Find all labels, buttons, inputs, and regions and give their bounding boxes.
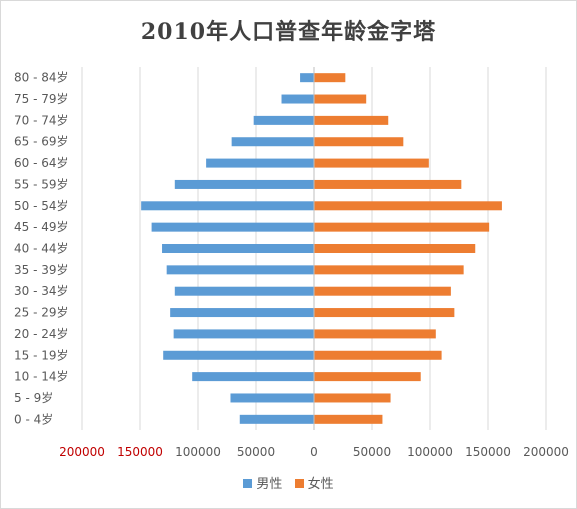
x-tick-label: 0 (310, 445, 318, 459)
bar-female (314, 372, 421, 382)
x-tick-label: 100000 (175, 445, 221, 459)
bar-female (314, 158, 429, 168)
legend-label-female: 女性 (307, 477, 334, 492)
bar-male (253, 115, 314, 125)
bar-male (300, 73, 314, 83)
x-tick-label: 50000 (237, 445, 275, 459)
bar-female (314, 137, 404, 147)
bar-female (314, 94, 367, 104)
bar-female (314, 179, 462, 189)
category-label: 60 - 64岁 (14, 155, 69, 170)
category-label: 55 - 59岁 (14, 176, 69, 191)
category-label: 65 - 69岁 (14, 134, 69, 149)
bar-female (314, 329, 436, 339)
bar-male (239, 414, 314, 424)
x-tick-label: 150000 (465, 445, 511, 459)
legend-swatch-female (294, 479, 304, 488)
chart-title: 2010年人口普查年龄金字塔 (140, 19, 437, 45)
bar-male (231, 137, 314, 147)
bar-male (170, 308, 314, 318)
category-label: 20 - 24岁 (14, 326, 69, 341)
bar-male (151, 222, 314, 232)
bar-male (174, 286, 314, 296)
bar-male (141, 201, 314, 211)
bar-female (314, 115, 389, 125)
legend-item-female: 女性 (294, 473, 334, 492)
x-tick-label: 200000 (523, 445, 569, 459)
bar-female (314, 73, 346, 83)
bar-female (314, 350, 442, 360)
category-label: 70 - 74岁 (14, 112, 69, 127)
legend-item-male: 男性 (243, 473, 282, 492)
bar-female (314, 222, 490, 232)
bar-female (314, 393, 391, 403)
bar-male (162, 244, 314, 253)
bar-female (314, 286, 451, 296)
category-label: 15 - 19岁 (14, 347, 69, 362)
category-label: 35 - 39岁 (14, 262, 69, 277)
bar-female (314, 265, 464, 275)
category-label: 50 - 54岁 (14, 198, 69, 213)
bar-male (163, 350, 314, 360)
bar-male (281, 94, 314, 104)
legend-swatch-male (243, 479, 253, 488)
category-label: 80 - 84岁 (14, 70, 69, 85)
x-tick-label: 50000 (353, 445, 391, 459)
bar-female (314, 244, 476, 253)
category-label: 5 - 9岁 (14, 390, 53, 405)
category-label: 75 - 79岁 (14, 91, 69, 106)
bar-male (192, 372, 314, 382)
category-label: 0 - 4岁 (14, 411, 53, 426)
bar-female (314, 201, 502, 211)
legend-label-male: 男性 (256, 477, 283, 492)
bar-male (174, 179, 314, 189)
bar-male (173, 329, 314, 339)
legend: 男性 女性 (0, 473, 577, 492)
bar-male (230, 393, 314, 403)
category-label: 25 - 29岁 (14, 305, 69, 320)
bar-male (166, 265, 314, 275)
bar-female (314, 414, 383, 424)
category-label: 45 - 49岁 (14, 219, 69, 234)
x-tick-label: 200000 (59, 445, 105, 459)
bar-male (206, 158, 314, 168)
bar-female (314, 308, 455, 318)
category-label: 40 - 44岁 (14, 241, 69, 256)
category-label: 10 - 14岁 (14, 369, 69, 384)
x-tick-label: 100000 (407, 445, 453, 459)
x-tick-label: 150000 (117, 445, 163, 459)
category-label: 30 - 34岁 (14, 283, 69, 298)
